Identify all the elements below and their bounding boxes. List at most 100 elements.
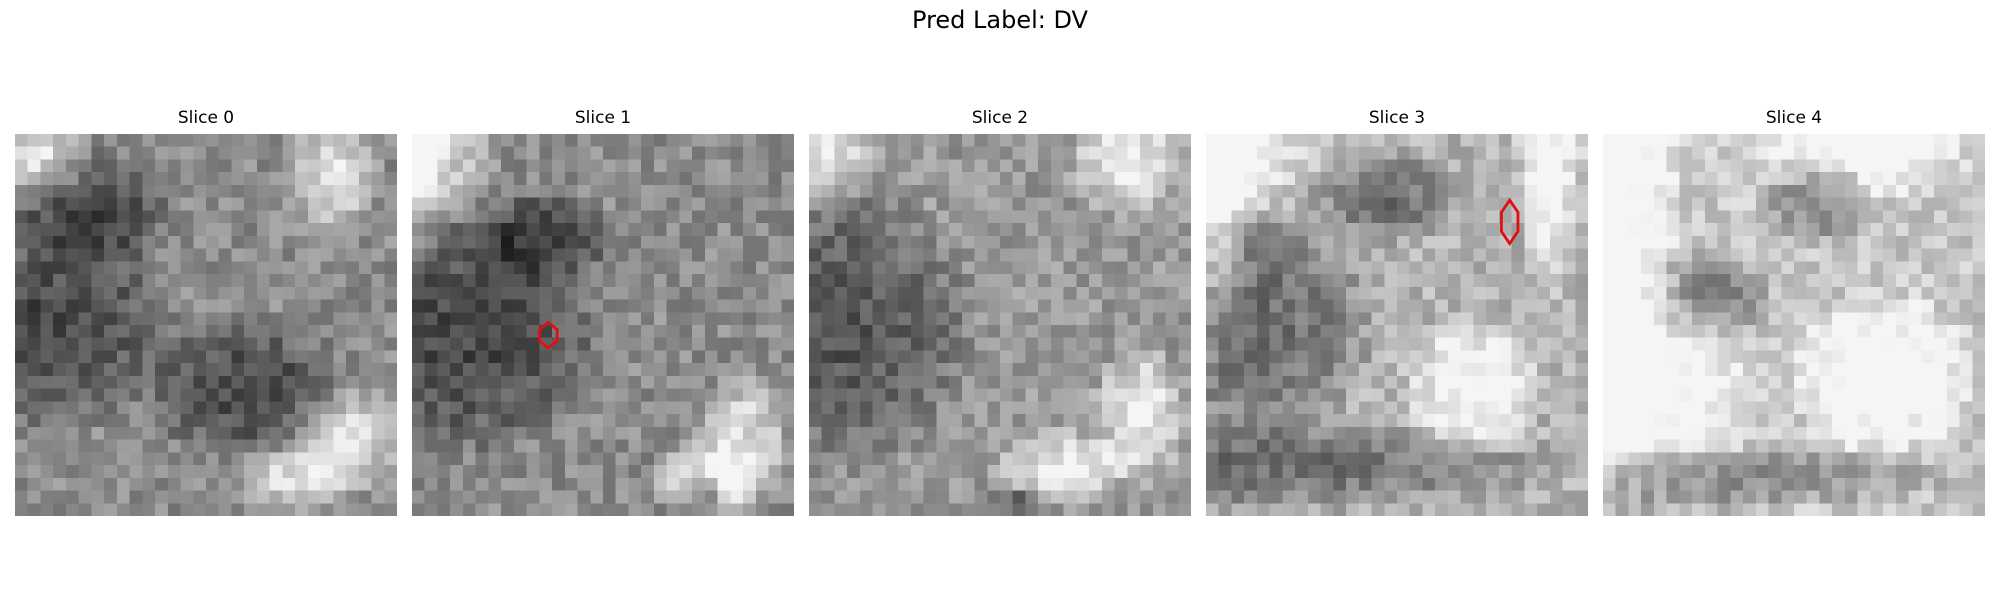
- pixel-cell: [1447, 490, 1461, 504]
- pixel-cell: [859, 325, 873, 338]
- pixel-cell: [1921, 465, 1935, 479]
- pixel-cell: [155, 274, 169, 288]
- pixel-cell: [1244, 414, 1258, 428]
- pixel-cell: [475, 261, 489, 275]
- pixel-cell: [1908, 414, 1922, 428]
- pixel-cell: [206, 439, 219, 453]
- pixel-cell: [1781, 159, 1795, 173]
- slice-title-3: Slice 3: [1368, 108, 1426, 128]
- pixel-cell: [628, 439, 642, 453]
- pixel-cell: [539, 350, 553, 364]
- pixel-cell: [180, 235, 194, 249]
- pixel-cell: [666, 388, 680, 402]
- pixel-cell: [1972, 337, 1985, 351]
- pixel-cell: [1908, 146, 1922, 160]
- pixel-cell: [231, 401, 245, 415]
- pixel-cell: [15, 248, 28, 262]
- pixel-cell: [244, 159, 258, 173]
- pixel-cell: [615, 134, 629, 147]
- pixel-cell: [1358, 235, 1372, 249]
- pixel-cell: [1384, 312, 1398, 326]
- pixel-cell: [834, 452, 848, 466]
- pixel-cell: [412, 210, 425, 224]
- pixel-cell: [218, 426, 232, 440]
- pixel-cell: [1269, 235, 1283, 249]
- pixel-cell: [1603, 452, 1616, 466]
- pixel-cell: [1743, 388, 1757, 402]
- pixel-cell: [1358, 261, 1372, 275]
- pixel-cell: [513, 261, 527, 275]
- pixel-cell: [91, 477, 105, 491]
- pixel-cell: [1908, 159, 1922, 173]
- pixel-cell: [1063, 426, 1077, 440]
- pixel-cell: [1806, 223, 1820, 237]
- pixel-cell: [180, 477, 194, 491]
- pixel-cell: [1704, 325, 1718, 338]
- pixel-cell: [781, 184, 794, 198]
- pixel-cell: [193, 503, 207, 516]
- pixel-cell: [116, 248, 130, 262]
- pixel-cell: [949, 146, 963, 160]
- pixel-cell: [910, 235, 924, 249]
- pixel-cell: [1038, 337, 1052, 351]
- pixel-cell: [1307, 363, 1321, 377]
- pixel-cell: [1628, 210, 1642, 224]
- pixel-cell: [730, 439, 744, 453]
- pixel-cell: [730, 261, 744, 275]
- pixel-cell: [129, 286, 143, 300]
- pixel-cell: [116, 299, 130, 313]
- pixel-cell: [155, 388, 169, 402]
- pixel-cell: [1320, 337, 1334, 351]
- pixel-cell: [526, 414, 540, 428]
- pixel-cell: [653, 375, 667, 389]
- pixel-cell: [1730, 452, 1744, 466]
- pixel-cell: [1768, 223, 1782, 237]
- pixel-cell: [475, 477, 489, 491]
- pixel-cell: [1012, 248, 1026, 262]
- pixel-cell: [1781, 503, 1795, 516]
- pixel-cell: [269, 401, 283, 415]
- pixel-cell: [384, 426, 397, 440]
- pixel-cell: [704, 452, 718, 466]
- pixel-cell: [384, 401, 397, 415]
- pixel-cell: [1244, 325, 1258, 338]
- pixel-cell: [129, 477, 143, 491]
- pixel-cell: [679, 197, 693, 211]
- pixel-cell: [1895, 286, 1909, 300]
- pixel-cell: [859, 452, 873, 466]
- pixel-cell: [218, 401, 232, 415]
- pixel-cell: [1089, 375, 1103, 389]
- pixel-cell: [1641, 325, 1655, 338]
- pixel-cell: [1946, 350, 1960, 364]
- pixel-cell: [488, 375, 502, 389]
- pixel-cell: [1653, 325, 1667, 338]
- pixel-cell: [1857, 388, 1871, 402]
- pixel-cell: [603, 477, 616, 491]
- pixel-cell: [104, 184, 118, 198]
- pixel-cell: [552, 452, 566, 466]
- pixel-cell: [1743, 134, 1757, 147]
- pixel-cell: [206, 452, 219, 466]
- pixel-cell: [129, 235, 143, 249]
- pixel-cell: [462, 159, 476, 173]
- pixel-cell: [1562, 401, 1576, 415]
- pixel-cell: [1615, 197, 1629, 211]
- pixel-cell: [282, 210, 296, 224]
- pixel-cell: [155, 172, 169, 186]
- pixel-cell: [847, 134, 861, 147]
- pixel-cell: [78, 465, 92, 479]
- pixel-cell: [1524, 375, 1538, 389]
- pixel-cell: [974, 401, 988, 415]
- pixel-cell: [193, 299, 207, 313]
- pixel-cell: [641, 337, 655, 351]
- pixel-cell: [1486, 134, 1500, 147]
- pixel-cell: [206, 159, 219, 173]
- pixel-cell: [1768, 388, 1782, 402]
- pixel-cell: [1653, 261, 1667, 275]
- pixel-cell: [206, 363, 219, 377]
- pixel-cell: [1641, 299, 1655, 313]
- pixel-cell: [1653, 375, 1667, 389]
- pixel-cell: [628, 337, 642, 351]
- pixel-cell: [809, 286, 822, 300]
- pixel-cell: [1603, 134, 1616, 147]
